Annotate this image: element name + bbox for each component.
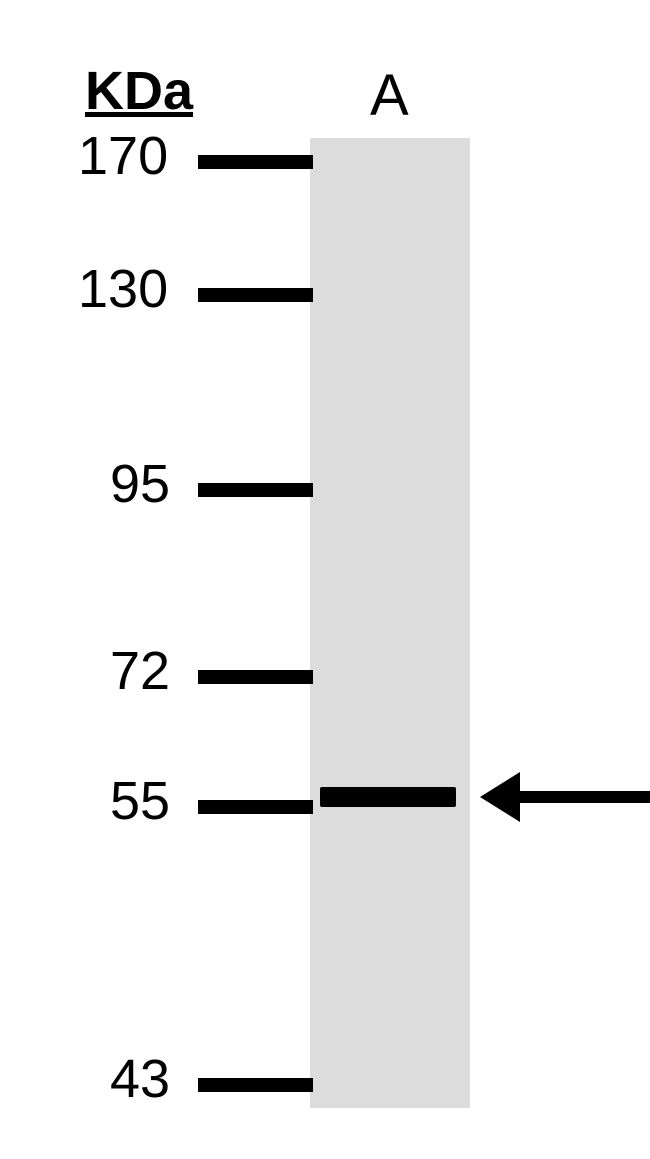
marker-label-55: 55 [110,770,170,832]
arrow-shaft [520,791,650,803]
arrow-head-icon [480,772,520,822]
marker-label-95: 95 [110,453,170,515]
protein-band-55kda [320,787,456,807]
marker-tick-130 [198,288,313,302]
kda-axis-header: KDa [85,60,193,122]
marker-label-72: 72 [110,640,170,702]
marker-label-170: 170 [78,125,168,187]
marker-tick-170 [198,155,313,169]
gel-lane-a [310,138,470,1108]
marker-tick-72 [198,670,313,684]
lane-a-label: A [370,62,409,129]
marker-tick-43 [198,1078,313,1092]
marker-label-43: 43 [110,1048,170,1110]
marker-tick-55 [198,800,313,814]
marker-tick-95 [198,483,313,497]
western-blot-figure: KDa A 170 130 95 72 55 43 [0,0,650,1159]
marker-label-130: 130 [78,258,168,320]
